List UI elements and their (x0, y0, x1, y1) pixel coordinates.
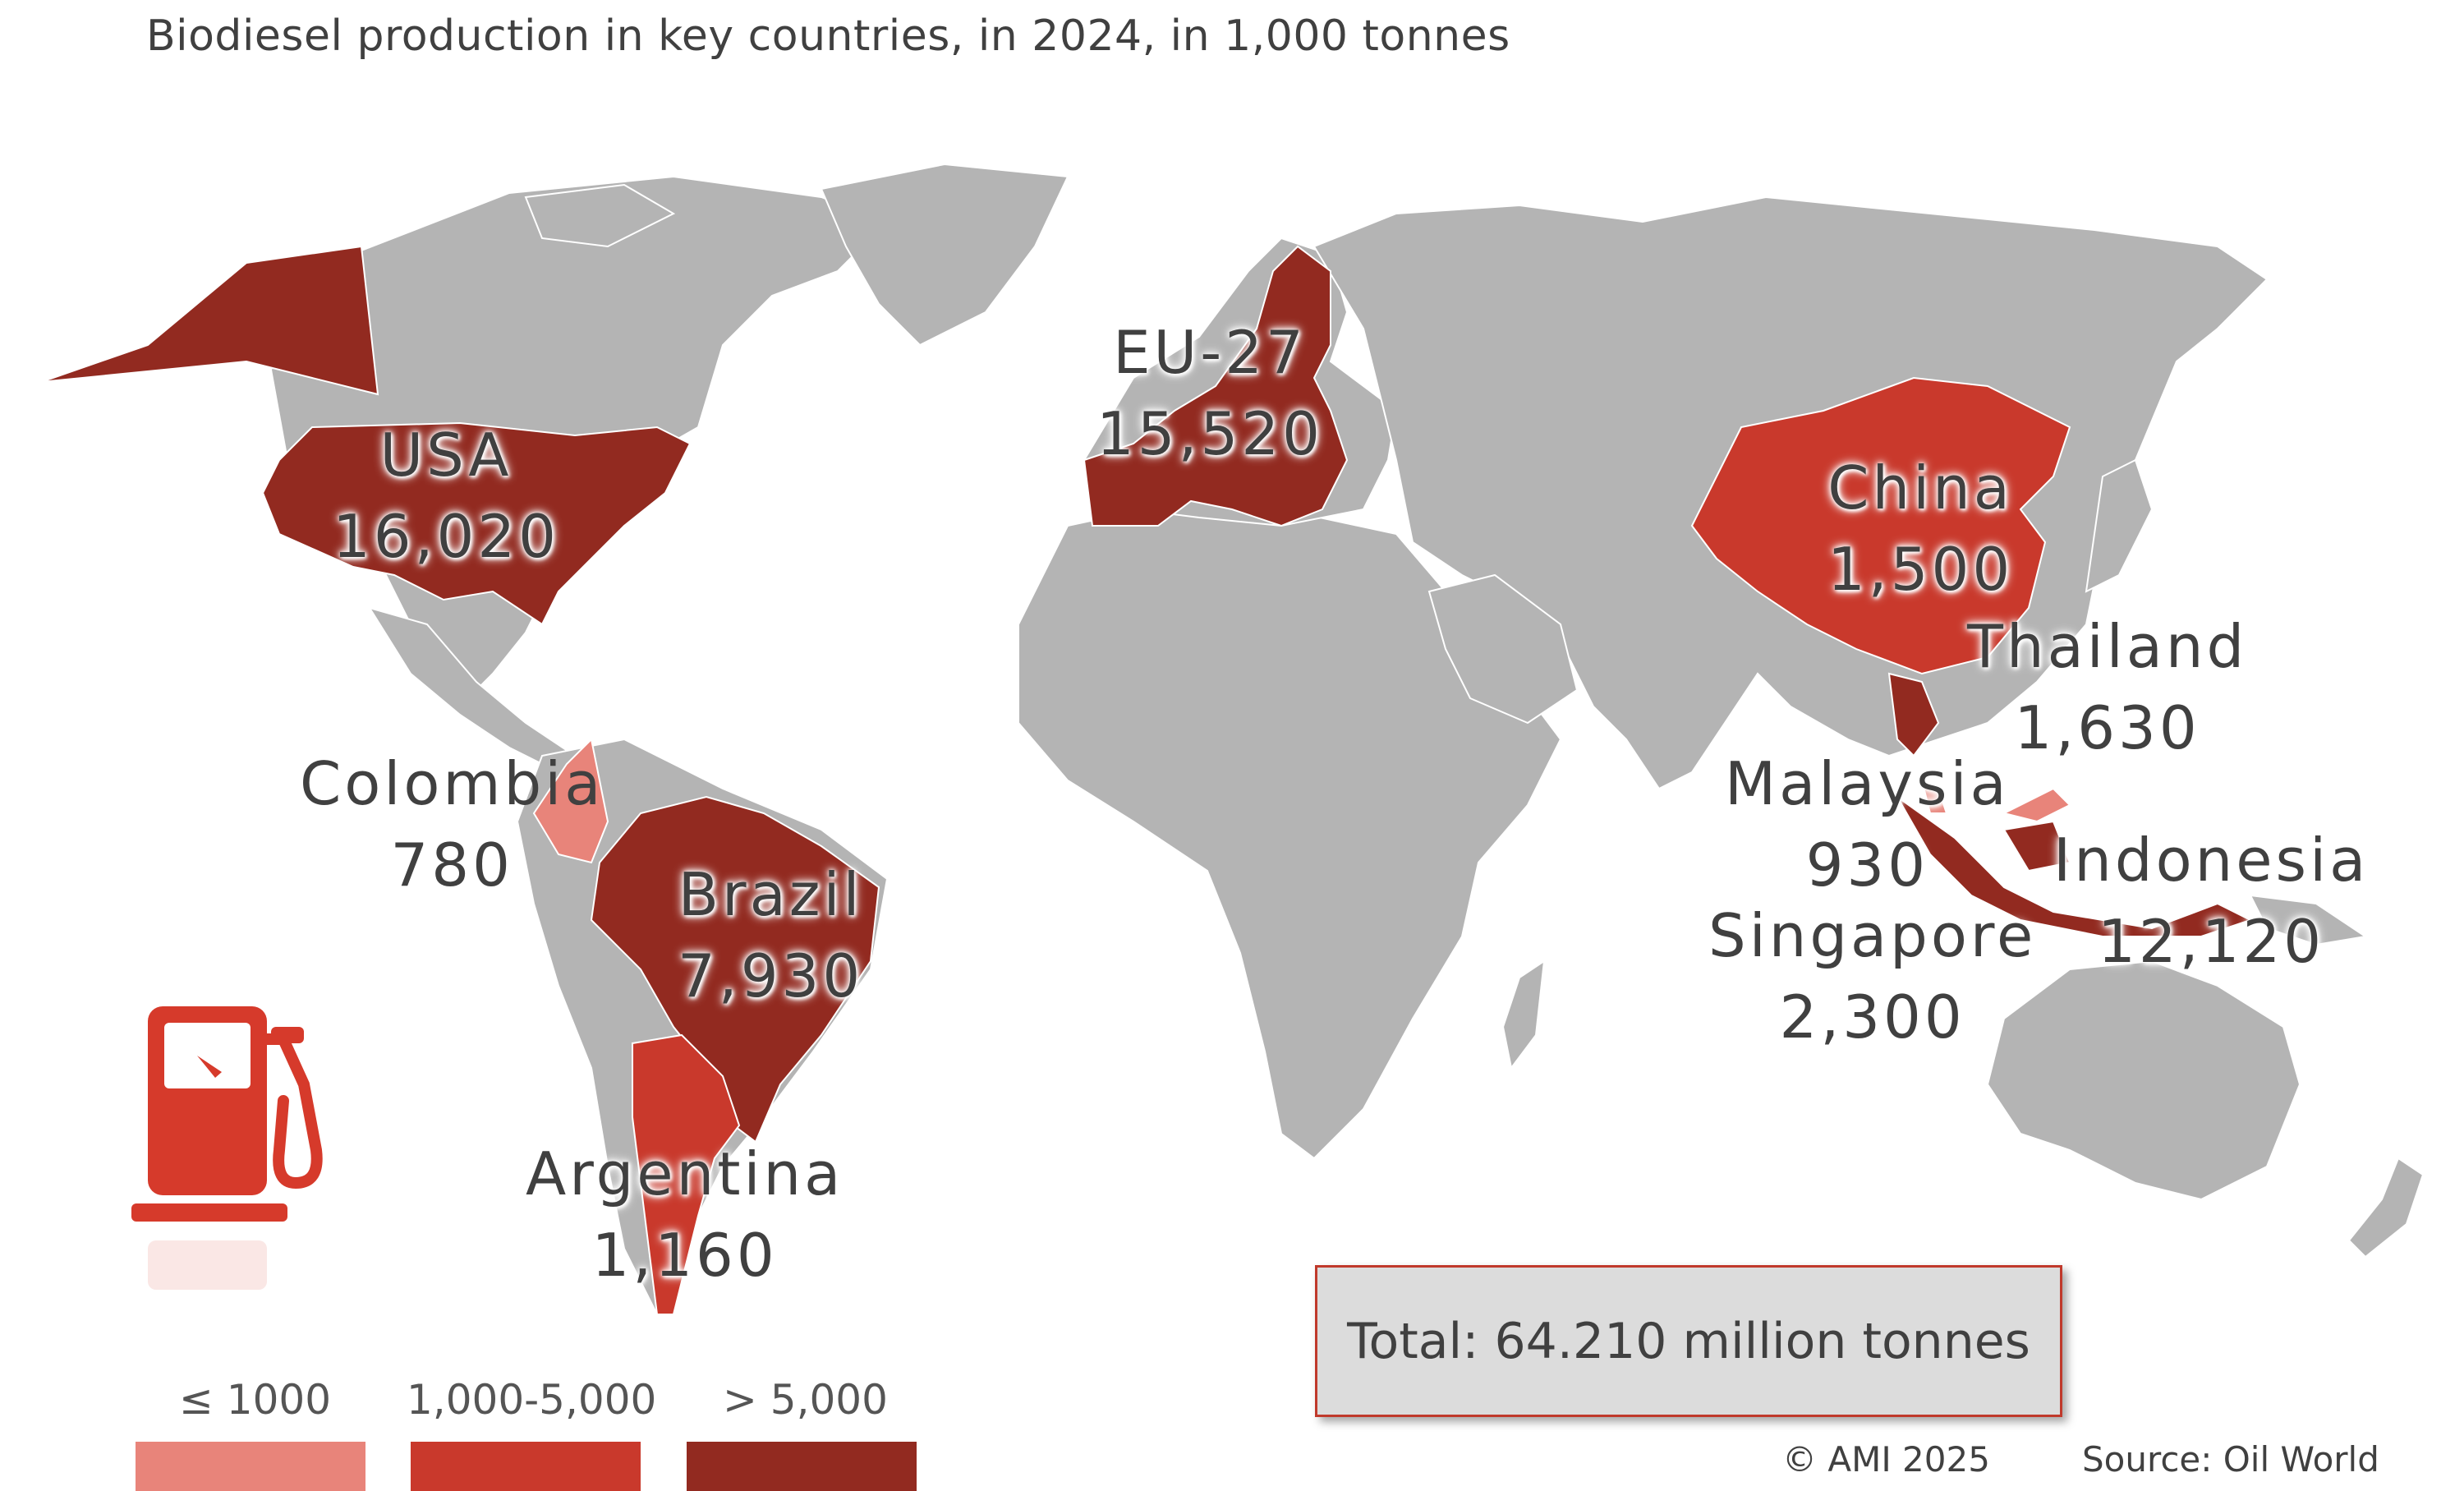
japan-land (2085, 458, 2154, 593)
indonesia-region (1896, 796, 2253, 937)
argentina-value: 1,160 (591, 1221, 778, 1291)
source-text: Source: Oil World (2082, 1439, 2379, 1479)
legend-swatch-mid (411, 1442, 641, 1491)
colombia-value: 780 (390, 831, 513, 900)
argentina-name: Argentina (526, 1139, 844, 1208)
argentina-region (632, 1033, 741, 1315)
new-zealand-land (2347, 1157, 2425, 1259)
legend-label-mid: 1,000-5,000 (407, 1376, 657, 1424)
label-china: China 1,500 (1827, 448, 2013, 611)
label-malaysia: Malaysia 930 (1725, 743, 2010, 907)
label-argentina: Argentina 1,160 (526, 1134, 844, 1297)
fuel-pump-icon (131, 1006, 323, 1290)
africa-land (1018, 499, 1562, 1160)
malaysia-value: 930 (1805, 831, 1929, 900)
usa-name: USA (379, 421, 513, 490)
alaska-region (40, 245, 379, 396)
thailand-name: Thailand (1967, 612, 2248, 681)
singapore-value: 2,300 (1779, 982, 1965, 1052)
malaysia-name: Malaysia (1725, 749, 2010, 818)
brazil-name: Brazil (678, 860, 863, 929)
label-eu: EU-27 15,520 (1096, 312, 1323, 476)
total-text: Total: 64.210 million tonnes (1347, 1312, 2030, 1370)
indonesia-value: 12,120 (2098, 907, 2325, 977)
papua-land (2249, 894, 2368, 946)
thailand-value: 1,630 (2014, 693, 2200, 763)
usa-region (261, 421, 692, 626)
total-box: Total: 64.210 million tonnes (1315, 1265, 2062, 1417)
arctic-islands-land (524, 183, 676, 248)
madagascar-land (1501, 959, 1546, 1070)
legend-label-low: ≤ 1000 (179, 1376, 332, 1424)
usa-value: 16,020 (333, 502, 559, 572)
label-indonesia: Indonesia 12,120 (2053, 820, 2369, 983)
australia-land (1986, 959, 2301, 1201)
eu-name: EU-27 (1113, 318, 1307, 387)
brazil-value: 7,930 (678, 941, 864, 1011)
legend-label-high: > 5,000 (723, 1376, 888, 1424)
label-usa: USA 16,020 (333, 415, 559, 578)
thailand-region (1887, 672, 1940, 757)
legend-swatch-low (136, 1442, 365, 1491)
legend-swatch-high (687, 1442, 917, 1491)
singapore-name: Singapore (1708, 901, 2037, 970)
malaysia-region (1920, 779, 2071, 823)
brazil-region (590, 795, 880, 1144)
greenland-land (820, 163, 1069, 347)
chart-title: Biodiesel production in key countries, i… (146, 12, 1510, 61)
china-region (1690, 376, 2071, 675)
indonesia-name: Indonesia (2053, 826, 2370, 895)
colombia-region (532, 737, 609, 864)
copyright-text: © AMI 2025 (1782, 1439, 1990, 1479)
eu-value: 15,520 (1096, 399, 1323, 469)
label-singapore: Singapore 2,300 (1708, 895, 2036, 1059)
colombia-name: Colombia (300, 749, 605, 818)
label-brazil: Brazil 7,930 (678, 854, 863, 1018)
china-value: 1,500 (1827, 535, 2014, 605)
arabia-land (1427, 573, 1579, 725)
label-thailand: Thailand 1,630 (1967, 606, 2247, 770)
label-colombia: Colombia 780 (300, 743, 604, 907)
eu-region (1083, 245, 1349, 527)
china-name: China (1827, 453, 2013, 522)
